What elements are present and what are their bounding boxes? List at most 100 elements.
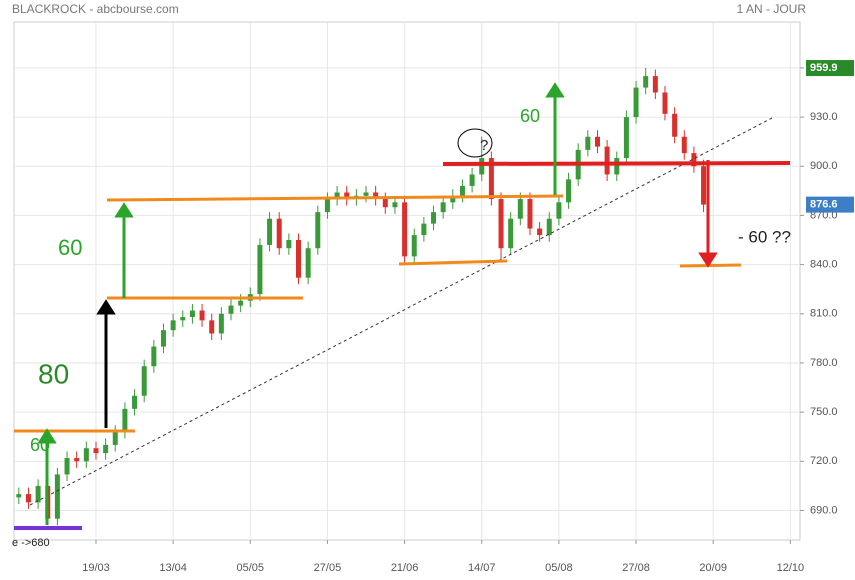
y-tick-label: 840.0 [810, 259, 838, 271]
candle-body [517, 199, 523, 219]
candle-body [218, 313, 224, 334]
x-tick-label: 12/10 [777, 562, 805, 574]
arrow [698, 160, 718, 268]
candle-body [382, 199, 388, 208]
x-tick-label: 05/05 [237, 562, 265, 574]
candle-body [286, 240, 292, 249]
candle-body [402, 202, 408, 257]
y-tick-label: 780.0 [810, 357, 838, 369]
candle-body [209, 320, 215, 334]
candle-body [546, 218, 552, 236]
candle-body [652, 76, 658, 93]
y-tick-label: 810.0 [810, 308, 838, 320]
price-label: 876.6 [810, 199, 838, 211]
candle-body [363, 192, 369, 196]
candle-body [643, 76, 649, 88]
candle-body [74, 458, 80, 462]
candle-body [267, 218, 273, 245]
price-label: 959.9 [810, 62, 838, 74]
candle-body [537, 228, 543, 236]
annotations: 60 80 60 60 - 60 ?? ? e ->680 [12, 82, 791, 549]
candle-body [411, 235, 417, 257]
y-tick-label: 930.0 [810, 111, 838, 123]
annotation: e ->680 [12, 537, 50, 549]
annotation: 60 [58, 235, 82, 260]
x-tick-label: 05/08 [545, 562, 573, 574]
x-tick-label: 20/09 [699, 562, 727, 574]
candle-body [64, 458, 70, 475]
candle-body [199, 310, 205, 321]
x-tick-label: 21/06 [391, 562, 419, 574]
candle-body [604, 146, 610, 175]
annotation: 80 [38, 358, 69, 389]
annotation: - 60 ?? [738, 227, 791, 246]
annotation: 60 [30, 435, 50, 455]
candle-body [469, 174, 475, 186]
candle-body [421, 223, 427, 236]
candle-body [83, 448, 89, 462]
price-labels: 690.0720.0750.0780.0810.0840.0870.0900.0… [806, 60, 854, 516]
candle-body [170, 320, 176, 331]
candle-body [701, 166, 707, 205]
candle-body [498, 199, 504, 249]
x-tick-label: 27/05 [314, 562, 342, 574]
candle-body [112, 431, 118, 445]
candle-body [508, 218, 514, 249]
candle-body [228, 305, 234, 314]
x-tick-label: 27/08 [622, 562, 650, 574]
candle-body [594, 136, 600, 147]
candle-body [440, 202, 446, 213]
candle-body [488, 158, 494, 200]
arrow [37, 82, 565, 525]
annotation: 60 [520, 106, 540, 126]
candle-body [392, 202, 398, 208]
x-tick-label: 13/04 [159, 562, 187, 574]
candle-body [189, 310, 195, 318]
candle-body [238, 300, 244, 306]
candle-body [672, 113, 678, 137]
plot-frame [13, 21, 801, 541]
annotation: ? [480, 137, 488, 154]
candle-body [334, 192, 340, 200]
candle-body [662, 92, 668, 114]
price-label-box [806, 196, 854, 213]
candle-body [93, 448, 99, 454]
candle-body [141, 366, 147, 396]
candle-body [160, 330, 166, 347]
y-tick-label: 720.0 [810, 455, 838, 467]
candle-body [691, 153, 697, 167]
level-line [398, 259, 508, 266]
candles [16, 68, 707, 526]
candle-body [633, 87, 639, 118]
candle-body [54, 474, 60, 519]
candle-body [122, 408, 128, 432]
candle-body [296, 240, 302, 278]
x-tick-label: 14/07 [468, 562, 496, 574]
chart-title: BLACKROCK - abcbourse.com [12, 2, 179, 16]
candle-body [35, 485, 41, 503]
candle-body [25, 494, 31, 503]
candle-body [305, 248, 311, 278]
candle-body [566, 179, 572, 203]
trend-line [29, 117, 773, 506]
candle-body [16, 494, 22, 498]
candle-body [623, 117, 629, 159]
level-line [106, 194, 564, 202]
candle-body [431, 212, 437, 224]
candle-body [681, 136, 687, 154]
candle-body [373, 192, 379, 200]
y-tick-label: 900.0 [810, 160, 838, 172]
candle-body [479, 158, 485, 175]
candle-body [344, 192, 350, 200]
y-tick-label: 690.0 [810, 504, 838, 516]
candle-body [132, 395, 138, 409]
candle-body [151, 346, 157, 367]
candle-body [257, 244, 263, 295]
candle-body [450, 195, 456, 203]
candle-body [103, 444, 109, 454]
level-line [679, 263, 742, 268]
candle-body [276, 218, 282, 249]
candle-body [459, 185, 465, 196]
y-tick-label: 750.0 [810, 406, 838, 418]
